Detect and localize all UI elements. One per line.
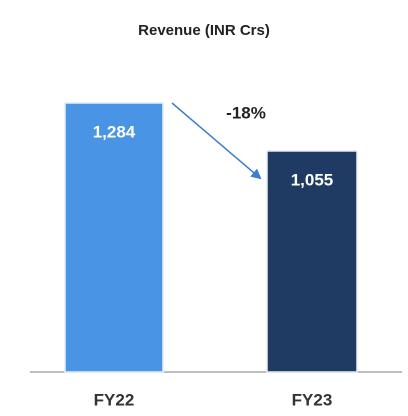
bar — [266, 150, 358, 373]
value-label: 1,284 — [93, 122, 136, 141]
change-arrow — [171, 102, 262, 180]
chart-title: Revenue (INR Crs) — [138, 22, 270, 39]
annotation: -18% — [226, 103, 266, 122]
x-tick-label: FY22 — [94, 390, 135, 409]
bar — [64, 102, 164, 373]
value-label: 1,055 — [291, 170, 334, 189]
x-tick-label: FY23 — [292, 390, 333, 409]
